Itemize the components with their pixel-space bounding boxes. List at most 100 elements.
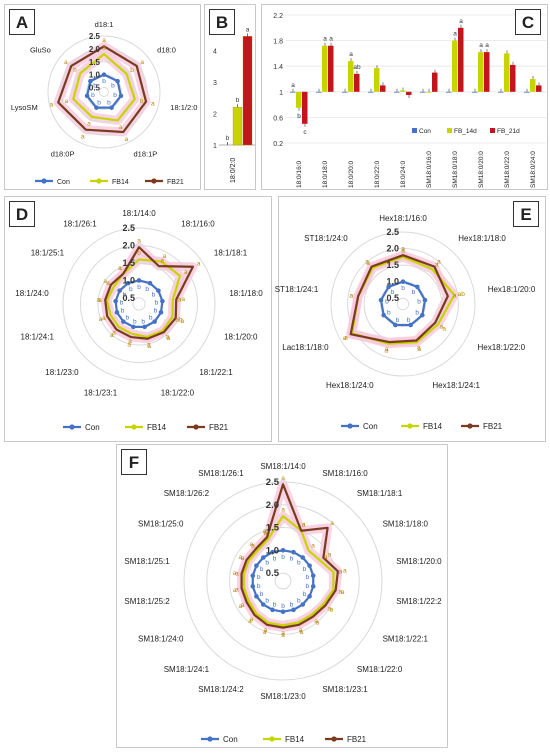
significance-letter: b [154, 308, 158, 315]
significance-letter: a [263, 528, 267, 535]
significance-letter: a [299, 627, 303, 634]
tick-label: 2.5 [266, 477, 280, 488]
axis-label: Hex18:1/24:1 [432, 381, 480, 390]
series-point [147, 280, 153, 286]
significance-letter: b [73, 66, 77, 73]
significance-letter: a [349, 51, 353, 58]
series-point [422, 297, 428, 303]
significance-letter: b [297, 560, 301, 567]
category-label: SM18:0/16:0 [426, 151, 433, 188]
series-point [408, 322, 413, 328]
significance-letter: a [323, 36, 327, 43]
significance-letter: a [118, 265, 122, 272]
significance-letter: b [137, 284, 141, 291]
significance-letter: a [106, 280, 110, 287]
bar-con [290, 91, 296, 93]
significance-letter: b [111, 82, 115, 89]
panel-label: F [121, 449, 147, 475]
axis-label: 18:1/20:0 [224, 332, 258, 341]
tick-label: 0.5 [266, 568, 280, 579]
axis-label: 18:1/16:0 [181, 219, 215, 228]
significance-letter: b [97, 100, 101, 107]
bar-fb_21d [484, 52, 490, 92]
significance-letter: a [281, 507, 285, 514]
panel-label: C [515, 9, 541, 35]
significance-letter: b [91, 92, 95, 99]
axis-label: SM18:1/18:1 [357, 489, 403, 498]
series-line-fb21 [240, 483, 339, 629]
significance-letter: a [96, 297, 100, 304]
significance-letter: ab [175, 317, 183, 324]
axis-label: Lac18:1/18:0 [282, 343, 329, 352]
significance-letter: b [306, 574, 310, 581]
significance-letter: b [265, 597, 269, 604]
significance-letter: b [152, 292, 156, 299]
significance-letter: a [87, 121, 91, 128]
axis-label: d18:1 [95, 20, 114, 29]
category-label: 18:0/20:0 [348, 161, 355, 188]
tick-label: 1.5 [89, 58, 101, 67]
series-point [101, 72, 107, 77]
significance-letter: a [330, 606, 334, 613]
axis-label: SM18:1/18:0 [383, 520, 429, 529]
bar-fb_21d [354, 73, 360, 92]
significance-letter: a [248, 618, 252, 625]
axis-label: d18:0P [51, 149, 75, 158]
significance-letter: b [306, 583, 310, 590]
tick-label: 1.5 [266, 523, 280, 534]
series-point [160, 298, 165, 304]
significance-letter: a [401, 247, 405, 254]
panel-c: C 0.2 0.6 1 1.4 1.8 2.2 a b c 18:0/16:0 a a 18:0/18:… [261, 4, 548, 190]
axis-label: 18:1/24:0 [15, 289, 49, 298]
significance-letter: a [324, 554, 328, 561]
legend-label: Con [419, 128, 431, 135]
series-point [117, 288, 122, 293]
category-label: SM18:0/22:0 [504, 151, 511, 188]
significance-letter: a [401, 246, 405, 253]
significance-letter: b [121, 308, 125, 315]
series-point [115, 78, 120, 84]
series-line-fb14 [105, 258, 182, 339]
axis-label: 18:1/24:1 [21, 332, 55, 341]
series-point [121, 319, 126, 324]
significance-letter: b [140, 98, 144, 105]
series-point [113, 298, 118, 304]
series-point [270, 549, 275, 555]
legend-label: FB21 [209, 423, 229, 432]
tick-label: 1.0 [386, 277, 399, 287]
series-point [158, 310, 164, 315]
tick-label: 2.0 [89, 45, 101, 54]
axis-label: 18:1/22:1 [199, 368, 233, 377]
significance-letter: a [118, 265, 122, 272]
series-point [131, 324, 136, 330]
significance-letter: a [343, 568, 347, 575]
significance-letter: ab [458, 291, 466, 298]
significance-letter: a [437, 259, 441, 266]
tick-label: 1.8 [273, 39, 283, 46]
significance-letter: a [341, 589, 345, 596]
tick-label: 1.5 [122, 258, 135, 268]
axis-label: SM18:1/16:0 [322, 469, 368, 478]
significance-letter: b [113, 92, 117, 99]
series-point [291, 607, 296, 613]
gridline [132, 297, 146, 311]
significance-letter: b [273, 602, 277, 609]
significance-letter: a [233, 570, 237, 577]
significance-letter: b [396, 317, 400, 324]
significance-letter: a [314, 618, 318, 625]
axis-label: GluSo [30, 46, 51, 55]
significance-letter: a [180, 318, 184, 325]
tick-label: 2.0 [122, 240, 135, 250]
axis-label: SM18:1/22:0 [357, 665, 403, 674]
legend-swatch [447, 128, 452, 133]
significance-letter: b [417, 299, 421, 306]
significance-letter: a [64, 59, 68, 66]
significance-letter: a [147, 343, 151, 350]
significance-letter: b [120, 299, 124, 306]
bar-fb21 [242, 36, 253, 146]
tick-label: 0.5 [89, 84, 101, 93]
significance-letter: b [257, 574, 261, 581]
significance-letter: a [98, 297, 102, 304]
significance-letter: b [265, 560, 269, 567]
